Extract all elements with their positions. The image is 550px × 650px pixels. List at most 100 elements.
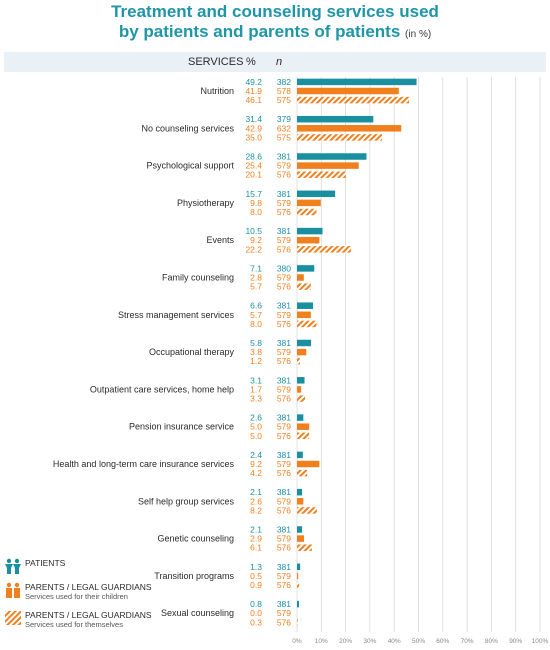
category-row: Events 10.5 381 9.2 579 22.2 576 xyxy=(206,226,351,254)
value-label: 5.7 xyxy=(250,310,262,320)
n-label: 381 xyxy=(277,562,291,572)
n-label: 579 xyxy=(277,161,291,171)
value-label: 5.7 xyxy=(250,282,262,292)
category-label: Occupational therapy xyxy=(149,347,235,357)
bar xyxy=(297,115,374,123)
bar xyxy=(297,134,383,141)
bar xyxy=(297,581,300,589)
n-label: 381 xyxy=(277,338,291,348)
bar xyxy=(297,125,402,132)
n-label: 579 xyxy=(277,534,291,544)
category-label: Genetic counseling xyxy=(157,534,234,544)
legend: PATIENTS PARENTS / LEGAL GUARDIANS Servi… xyxy=(4,556,154,636)
n-label: 381 xyxy=(277,599,291,609)
n-label: 579 xyxy=(277,273,291,283)
n-label: 576 xyxy=(277,244,291,254)
value-label: 2.6 xyxy=(250,496,262,506)
n-label: 576 xyxy=(277,207,291,217)
value-label: 9.8 xyxy=(250,198,262,208)
category-row: Physiotherapy 15.7 381 9.8 579 8.0 576 xyxy=(177,189,336,217)
n-label: 579 xyxy=(277,422,291,432)
legend-patients-label: PATIENTS xyxy=(25,558,66,568)
n-label: 578 xyxy=(277,86,291,96)
bar xyxy=(297,171,346,178)
bar xyxy=(297,386,302,393)
bar xyxy=(297,87,399,95)
header-n: n xyxy=(276,56,283,68)
category-row: Nutrition 49.2 382 41.9 578 46.1 575 xyxy=(200,77,417,105)
value-label: 9.2 xyxy=(250,459,262,469)
bar xyxy=(297,246,351,253)
legend-patients: PATIENTS xyxy=(4,556,154,576)
header-percent: % xyxy=(246,56,256,68)
value-label: 15.7 xyxy=(245,189,262,199)
value-label: 0.3 xyxy=(250,617,262,627)
bar xyxy=(297,535,305,542)
value-label: 28.6 xyxy=(245,152,262,162)
bar xyxy=(297,190,336,198)
category-row: Psychological support 28.6 381 25.4 579 20.1 5… xyxy=(146,152,367,180)
bar xyxy=(297,619,298,626)
n-label: 381 xyxy=(277,189,291,199)
bar xyxy=(297,451,303,459)
category-label: Stress management services xyxy=(118,310,235,320)
bar xyxy=(297,283,311,290)
bar xyxy=(297,460,320,468)
bar xyxy=(297,498,304,505)
legend-parents-themselves-text: PARENTS / LEGAL GUARDIANS Services used … xyxy=(25,610,152,630)
x-tick-label: 50% xyxy=(412,638,425,645)
x-tick-label: 100% xyxy=(532,638,549,645)
n-label: 381 xyxy=(277,525,291,535)
category-row: Pension insurance service 2.6 381 5.0 579 5.0… xyxy=(129,413,310,441)
bar xyxy=(297,339,312,347)
n-label: 579 xyxy=(277,235,291,245)
header-services: SERVICES xyxy=(188,56,244,68)
n-label: 576 xyxy=(277,431,291,441)
category-label: Family counseling xyxy=(162,273,234,283)
n-label: 579 xyxy=(277,496,291,506)
x-tick-label: 10% xyxy=(315,638,328,645)
n-label: 579 xyxy=(277,310,291,320)
x-tick-label: 90% xyxy=(509,638,522,645)
x-tick-label: 30% xyxy=(363,638,376,645)
value-label: 5.0 xyxy=(250,422,262,432)
n-label: 381 xyxy=(277,487,291,497)
bar xyxy=(297,432,310,440)
value-label: 2.6 xyxy=(250,413,262,423)
value-label: 8.0 xyxy=(250,207,262,217)
bar xyxy=(297,302,314,309)
n-label: 381 xyxy=(277,301,291,311)
bar xyxy=(297,488,303,496)
n-label: 576 xyxy=(277,394,291,404)
bar xyxy=(297,600,299,608)
n-label: 579 xyxy=(277,384,291,394)
n-label: 381 xyxy=(277,375,291,385)
n-label: 576 xyxy=(277,468,291,478)
category-label: Physiotherapy xyxy=(177,198,235,208)
value-label: 6.6 xyxy=(250,301,262,311)
category-label: Sexual counseling xyxy=(161,608,234,618)
x-tick-label: 80% xyxy=(485,638,498,645)
x-tick-label: 70% xyxy=(461,638,474,645)
n-label: 579 xyxy=(277,198,291,208)
legend-parents-themselves: PARENTS / LEGAL GUARDIANS Services used … xyxy=(4,608,154,632)
bar xyxy=(297,78,417,86)
value-label: 42.9 xyxy=(245,123,262,133)
x-tick-label: 40% xyxy=(388,638,401,645)
value-label: 2.9 xyxy=(250,534,262,544)
n-label: 576 xyxy=(277,170,291,180)
title-unit: (in %) xyxy=(405,29,432,40)
category-row: Outpatient care services, home help 3.1 38… xyxy=(90,375,306,404)
category-row: Self help group services 2.1 381 2.6 579 8.2 5… xyxy=(138,487,317,515)
legend-parents-themselves-label: PARENTS / LEGAL GUARDIANS xyxy=(25,610,152,620)
value-label: 8.2 xyxy=(250,505,262,515)
value-label: 8.0 xyxy=(250,319,262,329)
n-label: 381 xyxy=(277,413,291,423)
bar xyxy=(297,236,320,244)
value-label: 9.2 xyxy=(250,235,262,245)
category-label: No counseling services xyxy=(141,123,234,133)
n-label: 579 xyxy=(277,459,291,469)
bar xyxy=(297,563,301,571)
category-row: Transition programs 1.3 381 0.5 579 0.9 576 xyxy=(154,562,301,590)
